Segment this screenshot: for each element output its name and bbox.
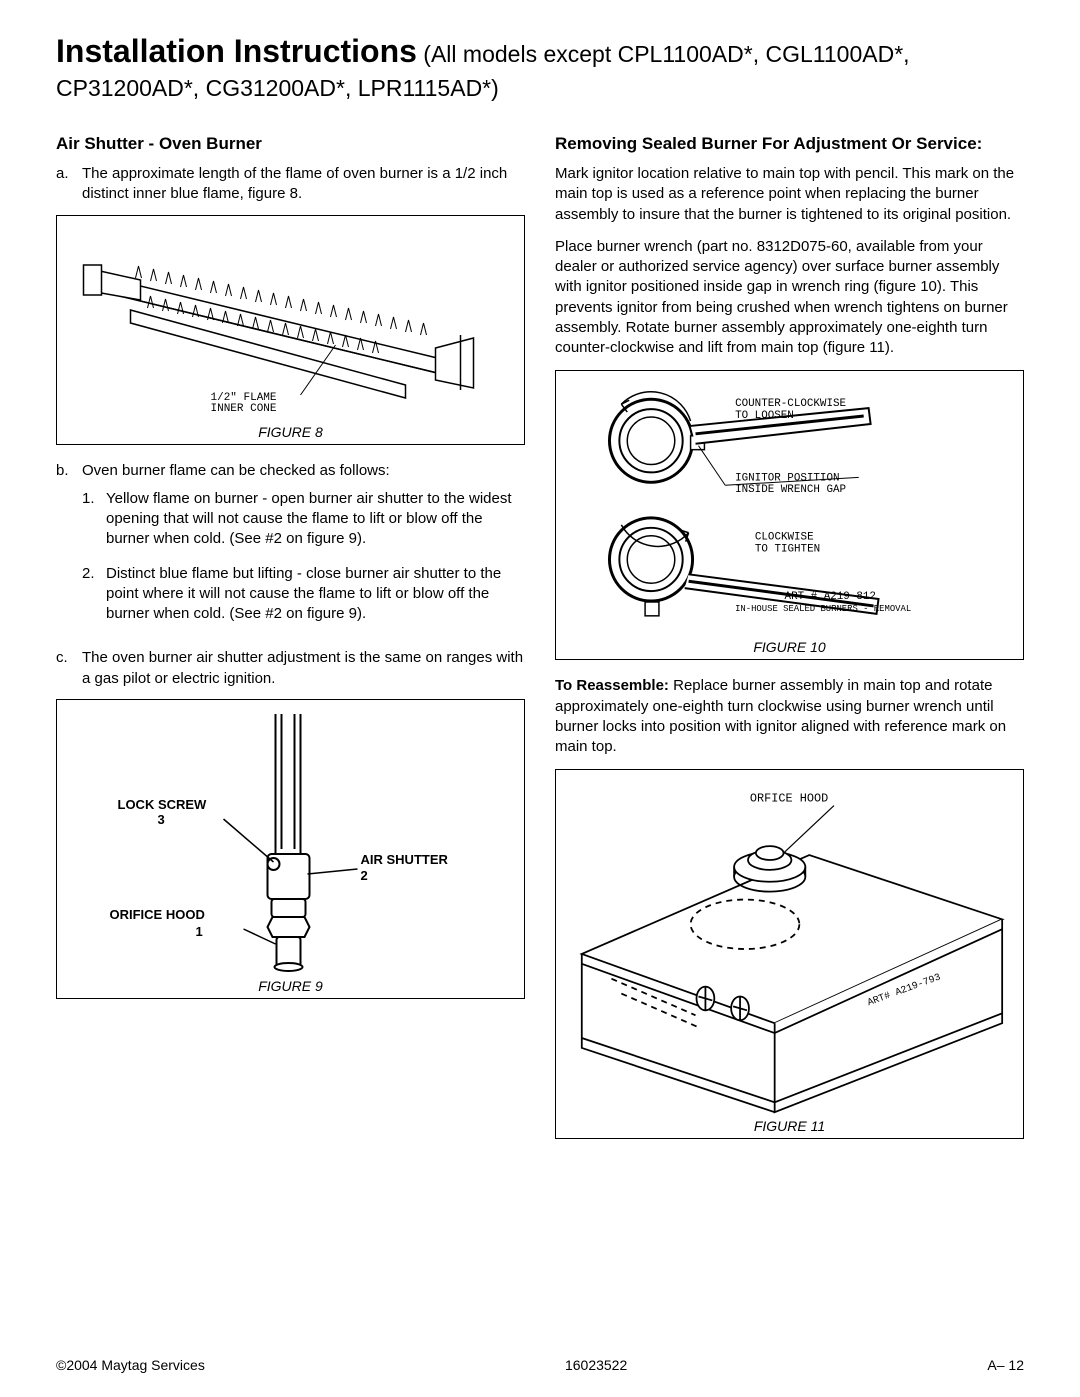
list-item: 1. Yellow flame on burner - open burner …: [82, 489, 525, 550]
right-column: Removing Sealed Burner For Adjustment Or…: [555, 134, 1024, 1155]
figure-11-svg: ORFICE HOOD ART# A219-793: [562, 784, 1017, 1114]
fig10-ccw2: TO LOOSEN: [735, 410, 794, 422]
paragraph-2: Place burner wrench (part no. 8312D075-6…: [555, 237, 1024, 359]
fig10-ccw1: COUNTER-CLOCKWISE: [735, 399, 846, 411]
fig10-art2: IN-HOUSE SEALED BURNERS - REMOVAL: [735, 604, 911, 614]
marker-1: 1.: [82, 489, 106, 550]
fig9-airshutter: AIR SHUTTER: [361, 852, 449, 867]
footer-center: 16023522: [565, 1357, 627, 1373]
fig9-lockscrew: LOCK SCREW: [118, 797, 208, 812]
fig9-orifice-num: 1: [196, 924, 203, 939]
item-b-text: Oven burner flame can be checked as foll…: [82, 462, 390, 479]
list-item: a. The approximate length of the flame o…: [56, 164, 525, 205]
fig9-airshutter-num: 2: [361, 868, 368, 883]
fig10-cw1: CLOCKWISE: [755, 532, 814, 544]
figure-8-caption: FIGURE 8: [258, 424, 323, 440]
fig9-lockscrew-num: 3: [158, 812, 165, 827]
footer-right: A– 12: [987, 1357, 1024, 1373]
reassemble-bold: To Reassemble:: [555, 677, 673, 694]
footer-left: ©2004 Maytag Services: [56, 1357, 205, 1373]
fig10-cw2: TO TIGHTEN: [755, 544, 820, 556]
reassemble-paragraph: To Reassemble: Replace burner assembly i…: [555, 676, 1024, 757]
item-c-text: The oven burner air shutter adjustment i…: [82, 648, 525, 689]
figure-9-caption: FIGURE 9: [258, 978, 323, 994]
list-item: b. Oven burner flame can be checked as f…: [56, 461, 525, 639]
page-title: Installation Instructions (All models ex…: [56, 30, 1024, 104]
item-b-wrap: Oven burner flame can be checked as foll…: [82, 461, 525, 639]
title-main: Installation Instructions: [56, 33, 417, 69]
air-shutter-list-b: b. Oven burner flame can be checked as f…: [56, 461, 525, 689]
page-footer: ©2004 Maytag Services 16023522 A– 12: [56, 1357, 1024, 1373]
figure-9-svg: LOCK SCREW 3 AIR SHUTTER 2 ORIFICE HOOD …: [63, 714, 518, 974]
figure-8: 1/2" FLAME INNER CONE FIGURE 8: [56, 215, 525, 445]
paragraph-1: Mark ignitor location relative to main t…: [555, 164, 1024, 225]
figure-8-svg: 1/2" FLAME INNER CONE: [63, 240, 518, 420]
air-shutter-heading: Air Shutter - Oven Burner: [56, 134, 525, 154]
fig9-orifice: ORIFICE HOOD: [110, 907, 205, 922]
figure-11-caption: FIGURE 11: [754, 1118, 825, 1134]
fig10-ign1: IGNITOR POSITION: [735, 473, 839, 485]
air-shutter-list: a. The approximate length of the flame o…: [56, 164, 525, 205]
marker-a: a.: [56, 164, 82, 205]
marker-b: b.: [56, 461, 82, 639]
figure-10-svg: COUNTER-CLOCKWISE TO LOOSEN IGNITOR POSI…: [562, 385, 1017, 635]
item-b2-text: Distinct blue flame but lifting - close …: [106, 564, 525, 625]
removing-burner-heading: Removing Sealed Burner For Adjustment Or…: [555, 134, 1024, 154]
left-column: Air Shutter - Oven Burner a. The approxi…: [56, 134, 525, 1155]
marker-c: c.: [56, 648, 82, 689]
figure-9: LOCK SCREW 3 AIR SHUTTER 2 ORIFICE HOOD …: [56, 699, 525, 999]
fig10-ign2: INSIDE WRENCH GAP: [735, 485, 846, 497]
fig11-orifice: ORFICE HOOD: [750, 792, 828, 806]
list-item: c. The oven burner air shutter adjustmen…: [56, 648, 525, 689]
figure-10: COUNTER-CLOCKWISE TO LOOSEN IGNITOR POSI…: [555, 370, 1024, 660]
figure-10-caption: FIGURE 10: [753, 639, 825, 655]
figure-11: ORFICE HOOD ART# A219-793 FIGURE 11: [555, 769, 1024, 1139]
marker-2: 2.: [82, 564, 106, 625]
fig10-art1: ART # A219-812: [785, 592, 876, 604]
fig8-label2: INNER CONE: [211, 403, 277, 415]
item-a-text: The approximate length of the flame of o…: [82, 164, 525, 205]
item-b1-text: Yellow flame on burner - open burner air…: [106, 489, 525, 550]
content-columns: Air Shutter - Oven Burner a. The approxi…: [56, 134, 1024, 1155]
sublist: 1. Yellow flame on burner - open burner …: [82, 489, 525, 625]
list-item: 2. Distinct blue flame but lifting - clo…: [82, 564, 525, 625]
